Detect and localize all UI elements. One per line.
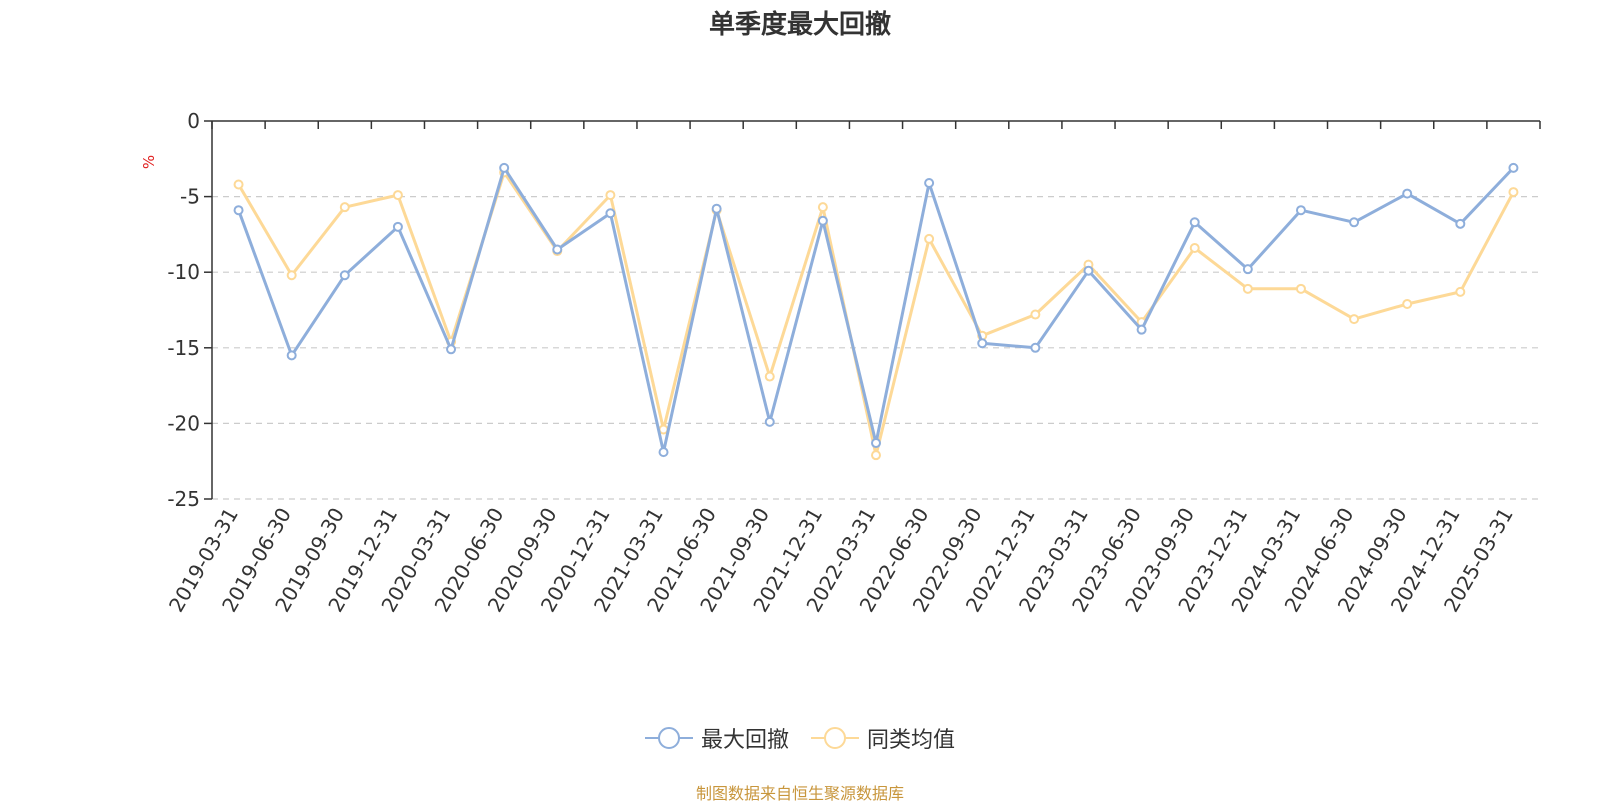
data-point[interactable]: [446, 344, 457, 355]
data-point[interactable]: [1349, 217, 1360, 228]
y-axis-label: %: [140, 155, 158, 169]
data-point[interactable]: [286, 270, 297, 281]
series-line-0: [237, 166, 1515, 454]
y-tick-label: -20: [167, 411, 200, 435]
data-point[interactable]: [1083, 265, 1094, 276]
data-point[interactable]: [1455, 286, 1466, 297]
legend-item-peer-average[interactable]: 同类均值: [811, 722, 955, 754]
y-tick-label: -10: [167, 260, 200, 284]
data-point[interactable]: [1402, 188, 1413, 199]
y-tick-label: 0: [187, 109, 200, 133]
data-point[interactable]: [658, 447, 669, 458]
data-point[interactable]: [871, 450, 881, 461]
data-point[interactable]: [924, 233, 935, 244]
legend: 最大回撤 同类均值: [0, 722, 1600, 754]
data-point[interactable]: [1295, 283, 1306, 294]
data-point[interactable]: [1030, 342, 1041, 353]
data-point[interactable]: [392, 221, 403, 232]
legend-item-max-drawdown[interactable]: 最大回撤: [644, 722, 789, 754]
data-point[interactable]: [871, 438, 881, 449]
data-point[interactable]: [605, 190, 616, 201]
data-point[interactable]: [499, 162, 510, 173]
data-point[interactable]: [552, 244, 563, 255]
series: [233, 162, 1519, 461]
data-point[interactable]: [711, 203, 722, 214]
data-point[interactable]: [1508, 187, 1519, 198]
y-tick-label: -25: [167, 487, 200, 511]
data-point[interactable]: [924, 177, 935, 188]
legend-label: 最大回撤: [700, 728, 789, 753]
data-point[interactable]: [1189, 243, 1200, 254]
data-point[interactable]: [1242, 264, 1253, 275]
data-point[interactable]: [1349, 314, 1360, 325]
data-point[interactable]: [977, 338, 988, 349]
legend-marker-icon: [644, 727, 693, 749]
y-tick-label: -15: [167, 336, 200, 360]
data-point[interactable]: [1402, 298, 1413, 309]
data-point[interactable]: [1189, 217, 1200, 228]
legend-marker-icon: [811, 727, 859, 749]
legend-label: 同类均值: [867, 728, 956, 753]
chart-title: 单季度最大回撤: [708, 10, 891, 40]
data-point[interactable]: [233, 205, 244, 216]
data-point[interactable]: [286, 350, 297, 361]
data-point[interactable]: [1508, 162, 1519, 173]
data-point[interactable]: [1455, 218, 1466, 229]
axes: 0-5-10-15-20-252019-03-312019-06-302019-…: [140, 109, 1541, 616]
data-point[interactable]: [1295, 205, 1306, 216]
data-point[interactable]: [1242, 283, 1253, 294]
data-point[interactable]: [1030, 309, 1041, 320]
data-point[interactable]: [1136, 324, 1147, 335]
data-point[interactable]: [764, 371, 775, 382]
data-point[interactable]: [233, 179, 244, 190]
data-point[interactable]: [392, 190, 403, 201]
data-point[interactable]: [339, 202, 350, 213]
grid-lines: [212, 196, 1540, 500]
source-note: 制图数据来自恒生聚源数据库: [695, 784, 904, 803]
data-point[interactable]: [817, 215, 828, 226]
data-point[interactable]: [605, 208, 616, 219]
data-point[interactable]: [764, 416, 775, 427]
y-tick-label: -5: [180, 185, 200, 209]
data-point[interactable]: [817, 202, 828, 213]
data-point[interactable]: [339, 270, 350, 281]
